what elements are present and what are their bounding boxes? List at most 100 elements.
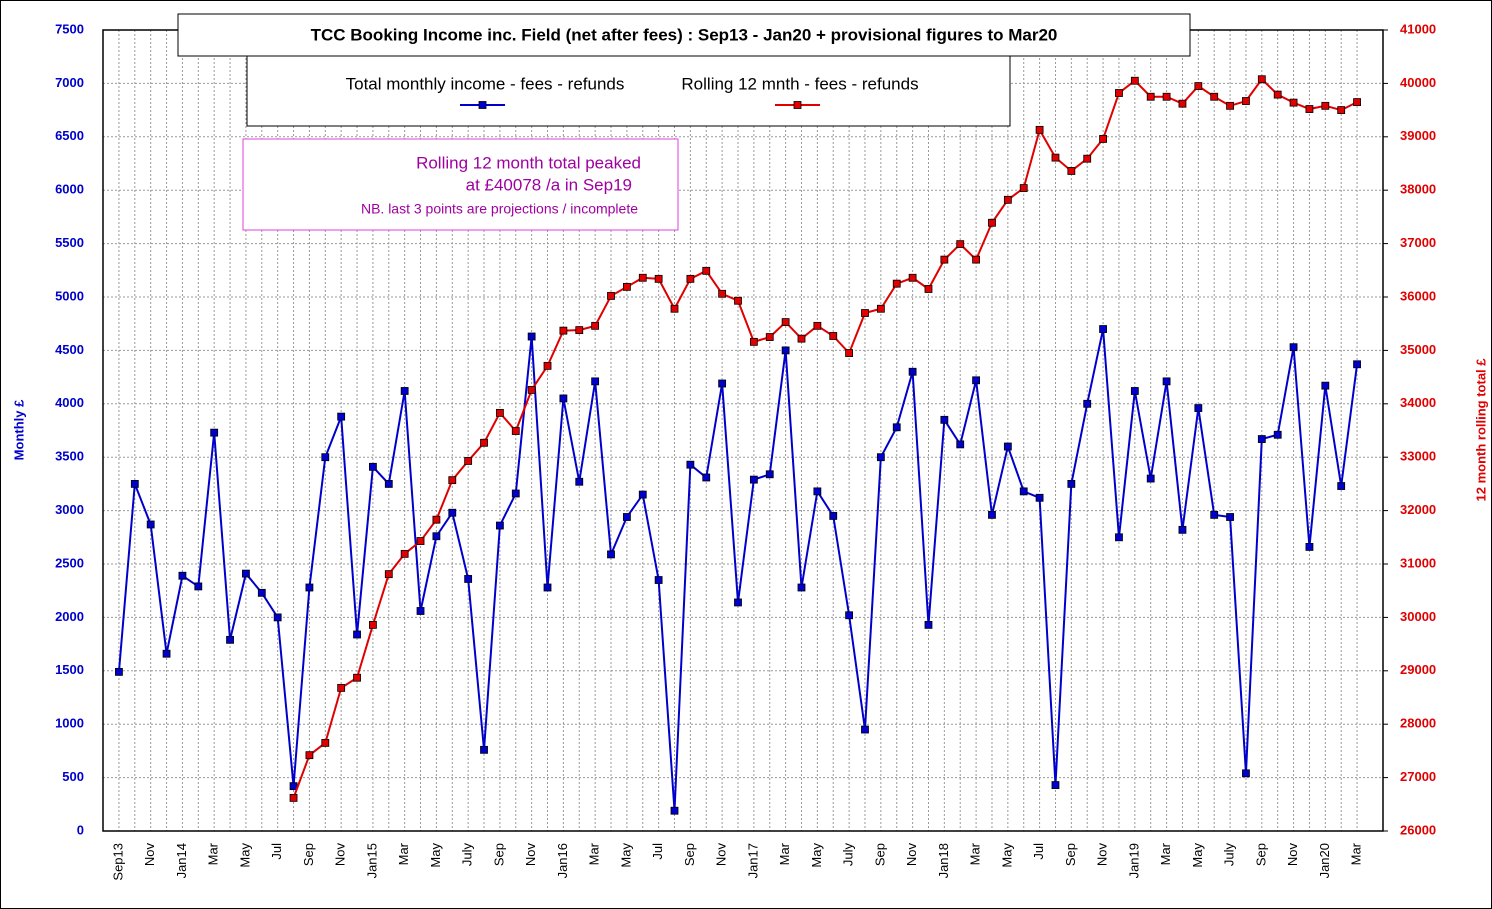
point (940, 415, 949, 424)
point (1194, 82, 1203, 90)
point (480, 745, 488, 754)
x-tick-label: Mar (968, 842, 983, 865)
y2-tick-label: 41000 (1400, 21, 1436, 36)
point (448, 508, 457, 517)
point (591, 321, 600, 330)
point (178, 571, 187, 580)
point (686, 274, 695, 283)
y-tick-label: 4000 (55, 395, 84, 410)
point (781, 346, 790, 355)
point (1099, 135, 1107, 143)
annotation: Rolling 12 month total peaked (416, 153, 641, 172)
x-tick-label: May (428, 843, 443, 868)
y-tick-label: 7000 (55, 75, 84, 90)
x-tick-label: Nov (714, 843, 729, 867)
point (400, 387, 409, 395)
point (1162, 92, 1171, 101)
x-tick-label: Nov (142, 843, 157, 867)
point (1273, 430, 1282, 439)
point (861, 725, 869, 734)
point (1210, 510, 1219, 519)
point (432, 532, 441, 541)
y2-tick-label: 26000 (1400, 822, 1436, 837)
point (1242, 97, 1250, 105)
y-tick-label: 6000 (55, 182, 84, 197)
point (511, 427, 520, 435)
x-tick-label: May (618, 843, 633, 868)
point (1305, 105, 1314, 113)
x-tick-label: July (1222, 843, 1237, 867)
point (607, 292, 615, 300)
point (480, 438, 488, 447)
y2-tick-label: 31000 (1400, 555, 1436, 570)
point (1130, 387, 1139, 395)
x-tick-label: Jul (1031, 843, 1046, 860)
x-tick-label: Sep (682, 843, 697, 866)
point (1289, 343, 1298, 352)
point (1337, 482, 1346, 490)
point (1115, 533, 1123, 542)
point (1257, 75, 1266, 84)
x-tick-label: Nov (1095, 843, 1110, 867)
y-tick-label: 2000 (55, 609, 84, 624)
point (543, 583, 552, 592)
point (575, 326, 584, 335)
point (1273, 90, 1282, 99)
annotation: at £40078 /a in Sep19 (466, 175, 632, 194)
x-tick-label: Mar (396, 842, 411, 865)
point (321, 453, 330, 462)
point (702, 266, 711, 275)
point (416, 607, 425, 615)
y2-tick-label: 28000 (1400, 716, 1436, 731)
point (924, 285, 933, 293)
y2-tick-label: 32000 (1400, 502, 1436, 517)
x-tick-label: Sep13 (110, 843, 125, 881)
point (543, 361, 552, 370)
y2-tick-label: 27000 (1400, 769, 1436, 784)
point (305, 751, 314, 760)
x-tick-label: Sep (491, 843, 506, 866)
point (1003, 442, 1012, 451)
legend-swatch (793, 101, 802, 109)
x-tick-label: Nov (523, 843, 538, 867)
y-tick-label: 5500 (55, 235, 84, 250)
x-tick-label: Jan17 (745, 843, 760, 878)
point (940, 255, 949, 264)
point (1162, 377, 1171, 386)
point (1099, 325, 1107, 333)
point (559, 326, 568, 335)
x-tick-label: Jul (650, 843, 665, 860)
chart-title: TCC Booking Income inc. Field (net after… (311, 25, 1058, 44)
point (242, 569, 250, 578)
point (384, 479, 393, 488)
point (797, 583, 806, 592)
point (1289, 98, 1298, 107)
point (1003, 195, 1012, 204)
y2-tick-label: 39000 (1400, 128, 1436, 143)
point (1321, 101, 1330, 110)
point (622, 513, 631, 521)
y-tick-label: 3500 (55, 449, 84, 464)
y-tick-label: 3000 (55, 502, 84, 517)
point (1067, 167, 1076, 175)
point (369, 620, 377, 629)
legend-label: Rolling 12 mnth - fees - refunds (681, 74, 918, 93)
x-tick-label: May (809, 843, 824, 868)
y2-tick-label: 33000 (1400, 449, 1436, 464)
x-tick-label: July (841, 843, 856, 867)
point (1083, 154, 1092, 163)
x-tick-label: May (237, 843, 252, 868)
point (1242, 769, 1250, 778)
point (638, 490, 647, 499)
point (400, 549, 409, 558)
legend-label: Total monthly income - fees - refunds (346, 74, 625, 93)
point (1019, 487, 1028, 496)
point (257, 588, 266, 597)
point (829, 512, 838, 520)
point (876, 304, 885, 313)
legend-swatch (478, 101, 487, 109)
point (1210, 92, 1219, 101)
point (1178, 525, 1187, 534)
x-tick-label: Mar (777, 842, 792, 865)
